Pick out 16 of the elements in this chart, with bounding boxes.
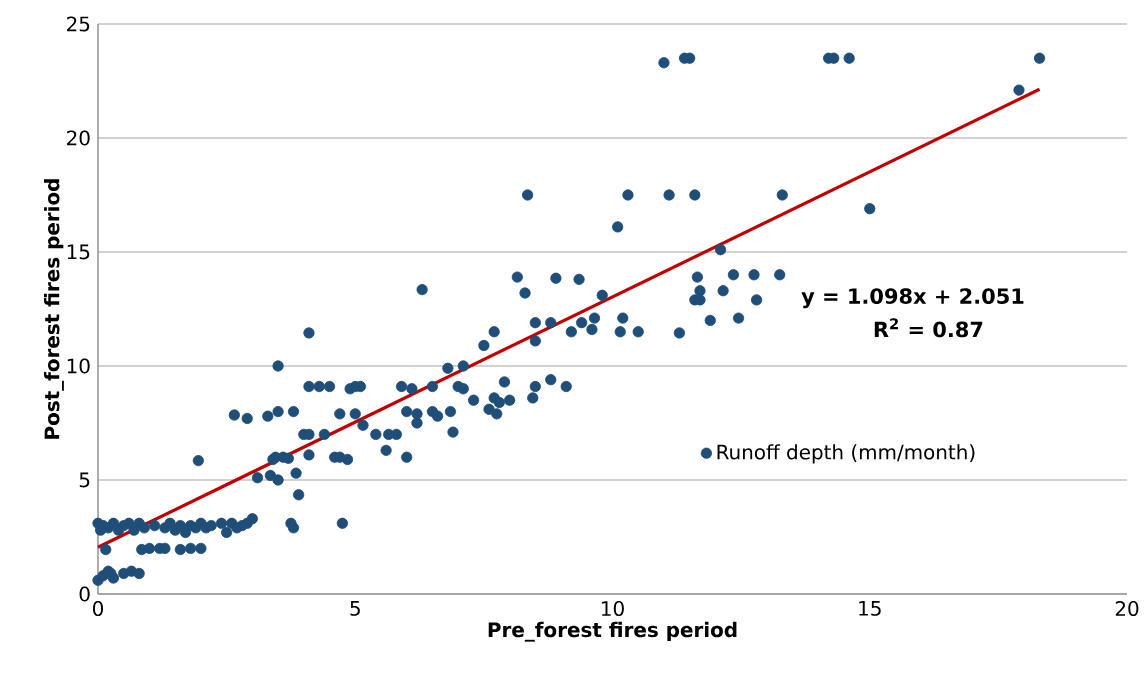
y-tick-label: 15 — [67, 244, 90, 260]
x-tick-label: 20 — [1115, 601, 1139, 617]
x-tick-label: 10 — [602, 601, 624, 617]
x-tick-label: 5 — [350, 601, 360, 616]
legend-label: Runoff depth (mm/month) — [717, 444, 975, 464]
y-axis-title: Post_forest fires period — [44, 179, 64, 439]
y-tick-label: 5 — [79, 472, 90, 488]
annotation: y = 1.098x + 2.051 — [801, 288, 1024, 309]
annotation: R$^{2}$ = 0.87 — [874, 318, 983, 338]
x-tick-label: 0 — [92, 601, 104, 617]
y-tick-label: 20 — [67, 130, 90, 146]
y-tick-label: 25 — [67, 16, 90, 32]
y-tick-label: 0 — [79, 586, 90, 602]
y-tick-label: 10 — [67, 358, 90, 374]
x-tick-label: 15 — [859, 601, 881, 616]
x-axis-title: Pre_forest fires period — [488, 621, 737, 642]
